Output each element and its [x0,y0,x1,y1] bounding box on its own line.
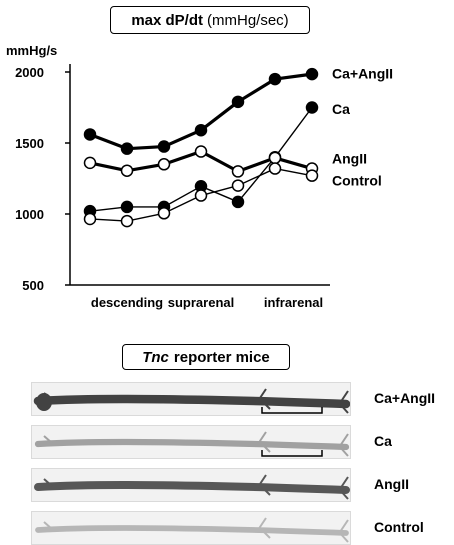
chart-labels: Ca+AngII Ca AngII Control [332,65,393,188]
series-label: Control [332,173,382,189]
reporter-title-gene: Tnc [142,348,169,366]
series-label: AngII [332,151,367,167]
aorta-image [33,388,350,414]
region-bracket [261,407,323,414]
data-point [120,214,134,228]
reporter-strip-label: AngII [374,476,409,492]
data-point [268,72,282,86]
x-tick-label: suprarenal [168,295,234,310]
data-point [157,207,171,220]
data-point [120,200,134,214]
chart-title-box: max dP/dt (mmHg/sec) [110,6,310,34]
data-point [157,158,171,171]
data-point [305,67,319,81]
chart-title-unit: (mmHg/sec) [207,11,289,29]
region-bracket [261,450,323,457]
x-tick-label: infrarenal [264,295,323,310]
reporter-title-box: Tnc reporter mice [122,344,290,370]
series-label: Ca+AngII [332,65,393,81]
aorta-branches [43,517,349,543]
data-point [83,212,97,226]
reporter-title-text: reporter mice [173,348,270,366]
reporter-strip-label: Control [374,519,424,535]
data-point [305,101,319,114]
data-point [83,156,97,170]
aortic-arch-stain [36,393,52,411]
aorta-vessel [33,394,350,409]
y-tick-label: 500 [22,278,44,293]
chart-axes: mmHg/s 2000 1500 1000 500 descending suprarena… [6,43,330,310]
data-point [194,145,208,158]
chart-series [83,67,319,228]
reporter-strip-label: Ca+AngII [374,390,436,406]
aorta-vessel [34,438,350,451]
data-point [120,164,134,177]
aorta-vessel [35,525,349,536]
aorta-branches [43,431,349,457]
reporter-strip-image [31,511,351,545]
aorta-image [35,517,349,543]
y-tick-label: 1000 [15,207,44,222]
data-point [231,95,245,109]
x-tick-label: descending [91,295,163,310]
data-point [231,165,245,178]
y-tick-label: 2000 [15,65,44,80]
data-point [83,128,97,141]
data-point [231,179,245,192]
data-point [231,195,245,209]
series-line [89,72,313,151]
reporter-strip-image [31,468,351,502]
aorta-vessel [34,481,350,494]
aorta-image [34,474,350,500]
line-chart: mmHg/s 2000 1500 1000 500 descending suprarena… [6,43,393,310]
series-label: Ca [332,101,350,117]
aorta-branches [43,388,349,414]
reporter-strip-image [31,425,351,459]
data-point [120,142,134,155]
y-tick-label: 1500 [15,136,44,151]
data-point [268,162,282,175]
aorta-image [34,431,350,457]
data-point [268,151,282,165]
y-axis-label: mmHg/s [6,43,57,58]
reporter-strip-label: Ca [374,433,392,449]
chart-title: max dP/dt [131,11,203,29]
reporter-strip-image [31,382,351,416]
data-point [157,140,171,153]
data-point [305,169,319,182]
aorta-branches [43,474,349,500]
data-point [194,123,208,137]
data-point [194,189,208,202]
